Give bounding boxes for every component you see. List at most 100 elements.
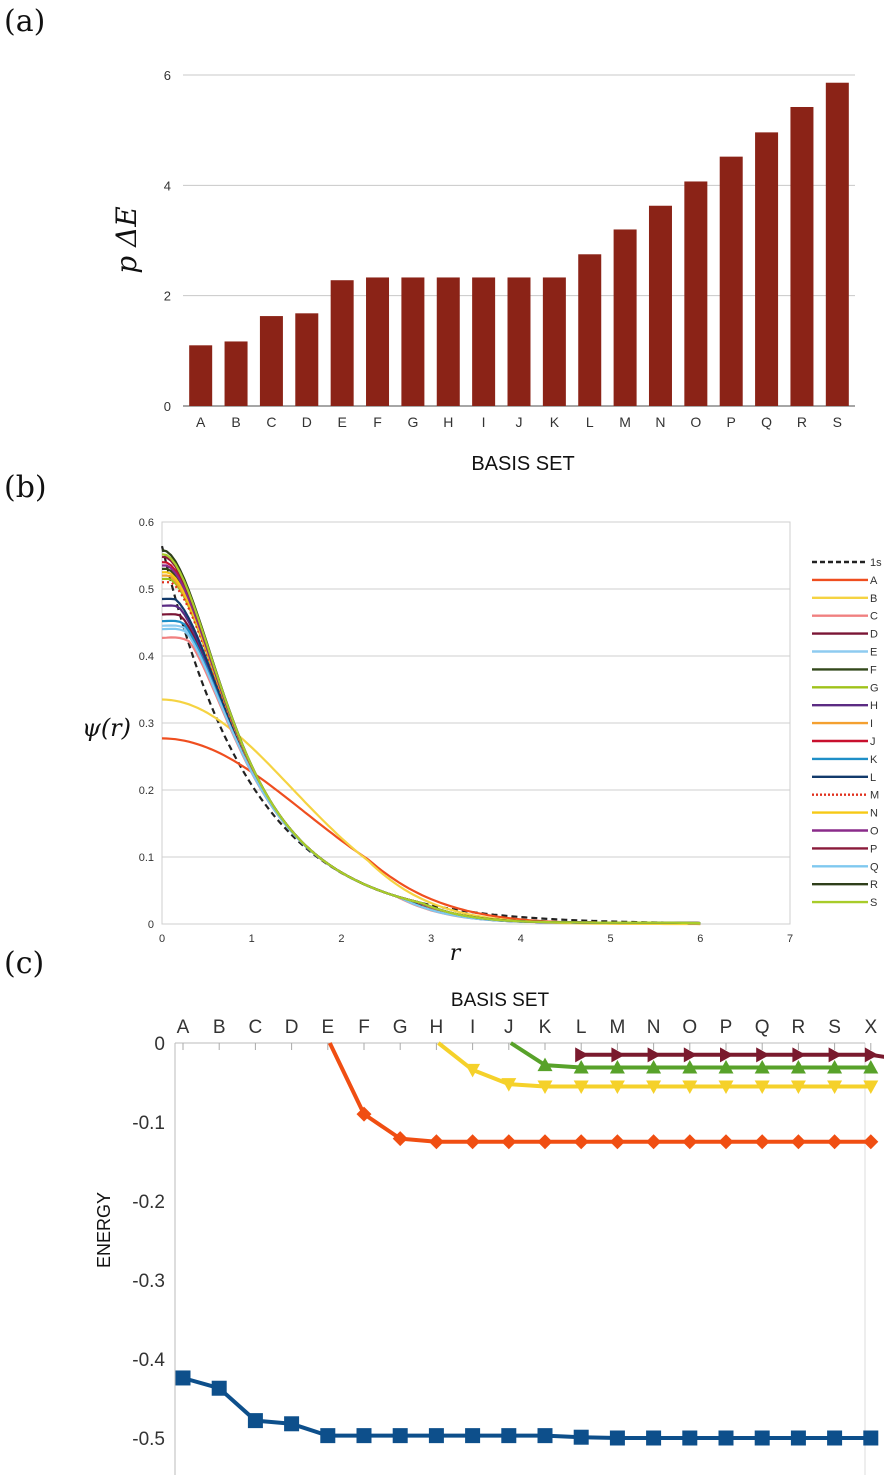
bar [330, 280, 354, 406]
bar [613, 229, 637, 406]
x-tick-label: E [337, 414, 346, 430]
panel-label-a: (a) [4, 4, 46, 39]
x-tick-label: 7 [787, 933, 793, 945]
data-marker [827, 1430, 843, 1446]
x-tick-label: M [609, 1017, 625, 1038]
x-tick-label: X [864, 1017, 877, 1038]
data-marker [609, 1134, 625, 1150]
data-marker [864, 1047, 879, 1063]
x-tick-label: G [393, 1017, 408, 1038]
bar [825, 82, 849, 407]
bar [401, 277, 425, 406]
bar [295, 313, 319, 406]
data-marker [501, 1428, 517, 1444]
data-marker [646, 1134, 662, 1150]
data-marker [827, 1059, 843, 1074]
data-marker [718, 1430, 734, 1446]
x-tick-label: N [655, 414, 665, 430]
data-marker [863, 1430, 879, 1446]
x-tick-label: F [358, 1017, 370, 1038]
data-marker [682, 1080, 698, 1094]
data-marker [573, 1059, 589, 1074]
data-marker [647, 1047, 662, 1063]
x-tick-label: L [586, 414, 594, 430]
x-tick-label: 0 [159, 933, 165, 945]
data-marker [754, 1059, 770, 1074]
y-tick-label: 0.3 [139, 718, 154, 730]
data-marker [646, 1430, 662, 1446]
data-marker [792, 1047, 806, 1063]
bar [542, 277, 566, 406]
data-marker [392, 1428, 408, 1444]
x-tick-label: H [430, 1017, 444, 1038]
data-marker [575, 1047, 589, 1063]
data-marker [863, 1059, 879, 1074]
y-tick-label: 0 [164, 399, 171, 414]
data-marker [718, 1059, 734, 1074]
legend-label: M [870, 790, 879, 802]
bar [472, 277, 496, 406]
legend-label: O [870, 826, 879, 838]
data-marker [428, 1134, 444, 1150]
x-tick-label: A [177, 1017, 190, 1038]
y-tick-label: -0.2 [132, 1192, 165, 1213]
data-marker [320, 1428, 336, 1444]
series-line [581, 1052, 884, 1059]
x-tick-label: E [321, 1017, 334, 1038]
data-marker [609, 1080, 625, 1094]
y-tick-label: -0.5 [132, 1429, 165, 1450]
x-tick-label: A [196, 414, 206, 430]
x-tick-label: C [249, 1017, 263, 1038]
data-marker [573, 1429, 589, 1445]
data-marker [392, 1131, 408, 1147]
data-marker [428, 1428, 444, 1444]
y-tick-label: 0.6 [139, 517, 154, 529]
series-line [327, 1042, 871, 1144]
bar [436, 277, 460, 406]
data-marker [609, 1059, 625, 1074]
data-marker [646, 1080, 662, 1094]
x-axis-title: r [450, 941, 462, 966]
data-marker [175, 1370, 191, 1386]
x-tick-label: K [550, 414, 560, 430]
data-marker [863, 1134, 879, 1150]
x-tick-label: H [443, 414, 453, 430]
data-marker [501, 1134, 517, 1150]
x-tick-label: Q [761, 414, 772, 430]
data-marker [609, 1430, 625, 1446]
line-chart-b: 0 0.1 0.2 0.3 0.4 0.5 0.6 0 1 2 3 4 5 6 7 1s ABCDEFGHIJK… [82, 517, 882, 966]
x-tick-label: 2 [338, 933, 344, 945]
data-marker [501, 1078, 517, 1092]
y-axis-title: ENERGY [94, 1192, 114, 1268]
x-tick-label: B [231, 414, 240, 430]
data-marker [682, 1059, 698, 1074]
data-marker [356, 1106, 372, 1122]
bar [684, 181, 708, 406]
series-line [161, 553, 701, 925]
data-marker [573, 1134, 589, 1150]
legend-label: H [870, 700, 878, 712]
data-marker [465, 1063, 481, 1078]
x-tick-label: S [833, 414, 842, 430]
x-tick-label: L [576, 1017, 587, 1038]
data-marker [790, 1430, 806, 1446]
bar [790, 106, 814, 406]
data-marker [756, 1047, 770, 1063]
legend-label: S [870, 897, 877, 909]
data-marker [537, 1134, 553, 1150]
y-tick-label: -0.4 [132, 1350, 165, 1371]
x-tick-label: I [470, 1017, 475, 1038]
bar [224, 341, 248, 406]
data-marker [247, 1413, 263, 1429]
data-marker [754, 1134, 770, 1150]
x-tick-label: 5 [608, 933, 614, 945]
data-marker [790, 1134, 806, 1150]
data-marker [537, 1080, 553, 1094]
legend-label: P [870, 843, 877, 855]
bar [578, 254, 602, 406]
data-marker [682, 1134, 698, 1150]
y-tick-label: 0 [154, 1034, 165, 1055]
data-marker [537, 1057, 553, 1072]
x-tick-label: R [797, 414, 807, 430]
bar [755, 132, 779, 406]
